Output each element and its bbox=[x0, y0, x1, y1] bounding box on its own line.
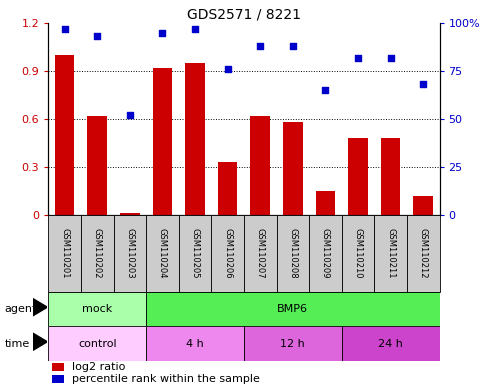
Text: 12 h: 12 h bbox=[281, 339, 305, 349]
Bar bbox=[407, 215, 440, 292]
Text: GSM110208: GSM110208 bbox=[288, 228, 298, 279]
Bar bbox=[48, 292, 146, 326]
Text: GSM110210: GSM110210 bbox=[354, 228, 363, 279]
Text: GSM110212: GSM110212 bbox=[419, 228, 428, 279]
Bar bbox=[276, 215, 309, 292]
Text: GSM110201: GSM110201 bbox=[60, 228, 69, 279]
Point bbox=[93, 33, 101, 40]
Bar bbox=[52, 375, 64, 383]
Bar bbox=[244, 215, 277, 292]
Text: time: time bbox=[5, 339, 30, 349]
Point bbox=[158, 30, 166, 36]
Bar bbox=[55, 55, 74, 215]
Point bbox=[191, 26, 199, 32]
Point bbox=[322, 87, 329, 93]
Point bbox=[126, 112, 134, 118]
Bar bbox=[153, 68, 172, 215]
Bar bbox=[218, 162, 238, 215]
Text: BMP6: BMP6 bbox=[277, 304, 308, 314]
Point bbox=[289, 43, 297, 49]
Bar bbox=[342, 215, 374, 292]
Bar bbox=[251, 116, 270, 215]
Text: control: control bbox=[78, 339, 116, 349]
Bar bbox=[283, 122, 302, 215]
Bar bbox=[185, 63, 205, 215]
Text: GSM110204: GSM110204 bbox=[158, 228, 167, 279]
Polygon shape bbox=[33, 333, 47, 350]
Point bbox=[419, 81, 427, 88]
Text: GSM110203: GSM110203 bbox=[125, 228, 134, 279]
Text: GSM110202: GSM110202 bbox=[93, 228, 102, 279]
Bar bbox=[381, 138, 400, 215]
Bar bbox=[309, 215, 342, 292]
Text: mock: mock bbox=[82, 304, 113, 314]
Text: agent: agent bbox=[5, 304, 37, 314]
Bar bbox=[342, 326, 440, 361]
Text: 4 h: 4 h bbox=[186, 339, 204, 349]
Text: GSM110211: GSM110211 bbox=[386, 228, 395, 279]
Bar bbox=[374, 215, 407, 292]
Bar bbox=[87, 116, 107, 215]
Bar bbox=[120, 214, 140, 215]
Polygon shape bbox=[33, 299, 47, 316]
Bar bbox=[146, 326, 244, 361]
Point bbox=[387, 55, 395, 61]
Point bbox=[256, 43, 264, 49]
Bar bbox=[81, 215, 114, 292]
Text: log2 ratio: log2 ratio bbox=[72, 362, 125, 372]
Bar bbox=[48, 326, 146, 361]
Text: 24 h: 24 h bbox=[378, 339, 403, 349]
Text: GSM110205: GSM110205 bbox=[190, 228, 199, 279]
Point bbox=[354, 55, 362, 61]
Bar bbox=[146, 292, 440, 326]
Text: GSM110206: GSM110206 bbox=[223, 228, 232, 279]
Bar bbox=[348, 138, 368, 215]
Point bbox=[61, 26, 69, 32]
Bar bbox=[52, 363, 64, 371]
Bar bbox=[316, 191, 335, 215]
Bar bbox=[146, 215, 179, 292]
Text: GSM110209: GSM110209 bbox=[321, 228, 330, 279]
Title: GDS2571 / 8221: GDS2571 / 8221 bbox=[187, 8, 301, 22]
Point bbox=[224, 66, 231, 72]
Bar bbox=[212, 215, 244, 292]
Bar bbox=[179, 215, 212, 292]
Bar bbox=[413, 196, 433, 215]
Text: percentile rank within the sample: percentile rank within the sample bbox=[72, 374, 260, 384]
Bar bbox=[48, 215, 81, 292]
Bar bbox=[114, 215, 146, 292]
Bar bbox=[244, 326, 342, 361]
Text: GSM110207: GSM110207 bbox=[256, 228, 265, 279]
